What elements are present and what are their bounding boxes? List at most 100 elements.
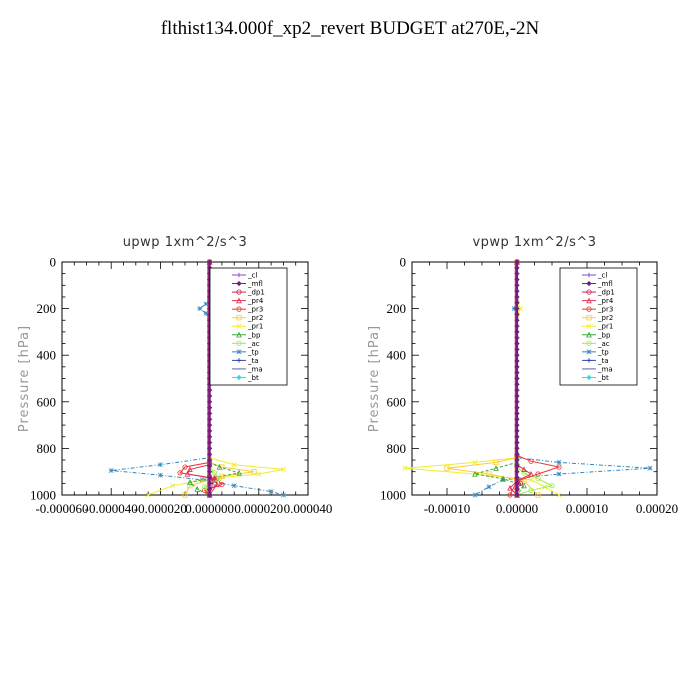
- series-point-pr2: [486, 471, 492, 477]
- y-tick-label: 200: [37, 301, 57, 316]
- legend-marker: [586, 358, 592, 363]
- y-tick-label: 800: [37, 441, 57, 456]
- legend-marker: [236, 297, 242, 304]
- zero-line-marker: [206, 451, 213, 457]
- series-point-pr4: [521, 466, 527, 472]
- series-point-bp: [500, 475, 506, 482]
- legend-marker: [236, 315, 242, 321]
- x-tick-label: -0.000060: [35, 501, 88, 516]
- series-line-ac: [516, 262, 554, 496]
- series-point-pr1: [145, 492, 151, 498]
- zero-line-marker: [514, 381, 520, 387]
- series-point-bp: [236, 469, 242, 476]
- legend-marker: [586, 331, 592, 338]
- zero-line-marker: [206, 428, 213, 434]
- zero-line-marker: [206, 434, 213, 440]
- x-tick-label: 0.000040: [284, 501, 333, 516]
- series-point-pr1: [231, 462, 237, 468]
- series-point-pr1: [402, 465, 408, 471]
- legend-marker: [236, 280, 242, 287]
- series-point-bp: [493, 465, 499, 471]
- legend-label: _dp1: [247, 289, 265, 297]
- zero-line-marker: [514, 399, 520, 405]
- legend-label: _ac: [597, 340, 610, 348]
- legend-label: _ta: [597, 357, 609, 365]
- zero-line-marker: [514, 370, 520, 376]
- zero-line-marker: [514, 271, 520, 277]
- series-point-tp: [157, 472, 163, 478]
- zero-line-marker: [514, 410, 520, 417]
- series-point-tp: [280, 492, 286, 498]
- legend-label: _pr1: [247, 323, 263, 331]
- zero-line-marker: [514, 340, 520, 347]
- panel-title: upwp 1xm^2/s^3: [123, 235, 248, 250]
- legend-label: _ma: [597, 365, 613, 373]
- y-tick-label: 600: [37, 394, 57, 409]
- series-point-pr2: [182, 492, 188, 498]
- series-point-bp: [521, 482, 527, 489]
- legend-marker: [586, 272, 592, 278]
- upwp-panel: upwp 1xm^2/s^3 Pressure [hPa] 0 200 400 600 80…: [17, 235, 332, 516]
- series-line-tp: [111, 262, 284, 496]
- legend-marker: [586, 374, 592, 381]
- series-point-tp: [647, 465, 653, 471]
- zero-line-marker: [206, 492, 213, 498]
- series-point-ac: [211, 470, 218, 476]
- series-point-bp: [472, 470, 478, 477]
- series-point-pr2: [251, 469, 257, 475]
- series-point-ac: [521, 470, 527, 476]
- y-tick-label: 0: [400, 255, 407, 270]
- legend-label: _mfl: [247, 280, 263, 288]
- series-point-pr3: [177, 470, 183, 476]
- series-point-ac: [528, 487, 534, 493]
- series-point-pr1: [528, 477, 534, 483]
- series-point-pr1: [256, 471, 262, 477]
- series-point-tp: [197, 306, 203, 312]
- series-point-pr1: [556, 492, 562, 498]
- zero-line-marker: [206, 405, 213, 411]
- series-point-pr1: [170, 483, 176, 489]
- zero-line-marker: [514, 445, 520, 452]
- legend-label: _pr4: [247, 297, 264, 305]
- series-point-pr2: [493, 459, 499, 465]
- zero-line-marker: [206, 416, 213, 422]
- legend-marker: [236, 374, 242, 381]
- y-tick-label: 0: [50, 255, 57, 270]
- series-point-bp: [187, 479, 193, 485]
- zero-line-marker: [206, 480, 213, 486]
- zero-line-marker: [514, 276, 520, 283]
- zero-line-marker: [514, 457, 520, 463]
- legend-marker: [586, 340, 592, 346]
- series-point-pr3: [182, 464, 188, 470]
- legend-marker: [586, 349, 592, 355]
- zero-line-marker: [206, 387, 213, 393]
- zero-line-marker: [514, 416, 520, 422]
- zero-line-marker: [514, 439, 520, 446]
- zero-line-marker: [514, 259, 520, 265]
- legend-box: [559, 267, 638, 386]
- legend-label: _pr2: [597, 314, 613, 322]
- legend-marker: [586, 306, 592, 312]
- x-tick-label: -0.00010: [424, 501, 471, 516]
- zero-line-marker: [206, 410, 213, 417]
- page-title: flthist134.000f_xp2_revert BUDGET at270E…: [160, 18, 540, 39]
- series-point-ac: [202, 484, 208, 490]
- vpwp-panel: vpwp 1xm^2/s^3 Pressure [hPa] 0 200 400 600 80…: [367, 235, 678, 516]
- zero-line-marker: [206, 457, 213, 463]
- zero-line-marker: [514, 393, 520, 399]
- zero-line-marker: [514, 405, 520, 411]
- legend-marker: [586, 297, 592, 304]
- legend-marker: [236, 331, 242, 338]
- series-point-tp: [500, 477, 506, 483]
- legend-marker: [236, 340, 242, 346]
- series-point-pr1: [517, 306, 524, 312]
- y-tick-label: 400: [37, 348, 57, 363]
- zero-line-marker: [206, 399, 213, 405]
- legend-label: _dp1: [597, 289, 615, 297]
- series-point-tp: [486, 484, 492, 490]
- series-point-pr4: [214, 481, 220, 488]
- zero-line-marker: [514, 311, 520, 318]
- series-point-pr2: [187, 483, 193, 489]
- x-tick-label: 0.00000: [496, 501, 538, 516]
